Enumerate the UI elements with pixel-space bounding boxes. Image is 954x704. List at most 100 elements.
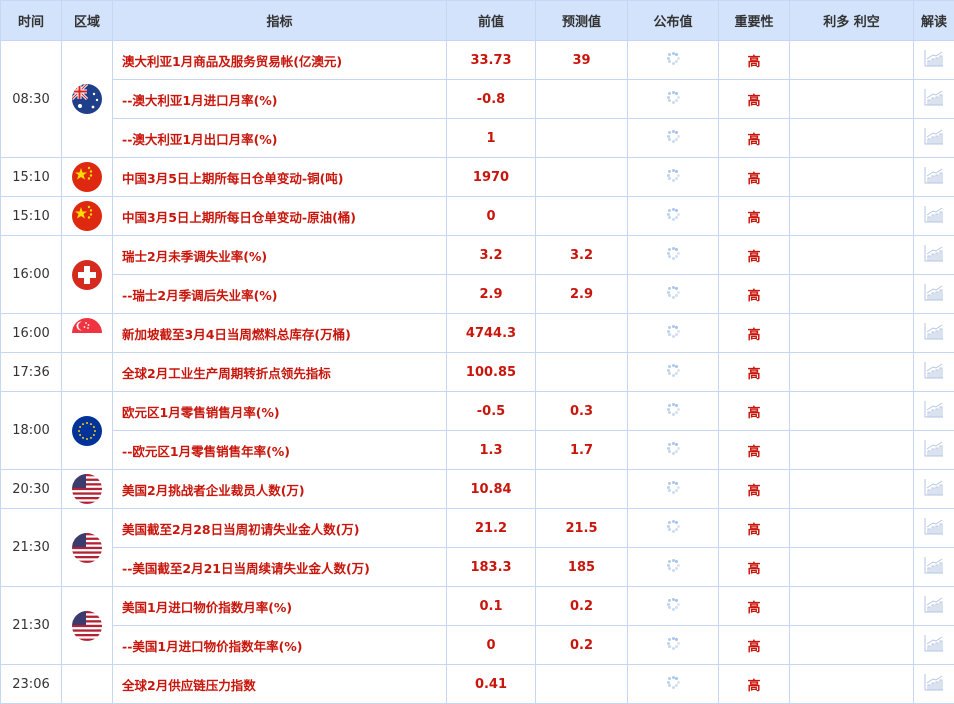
indicator-link[interactable]: 瑞士2月未季调失业率(%) [113, 236, 447, 275]
previous-value: 0.1 [447, 587, 536, 626]
analysis-cell[interactable] [914, 197, 954, 236]
analysis-cell[interactable] [914, 470, 954, 509]
analysis-chart-icon[interactable] [924, 673, 944, 691]
analysis-cell[interactable] [914, 80, 954, 119]
indicator-link[interactable]: 欧元区1月零售销售月率(%) [113, 392, 447, 431]
forecast-value: 3.2 [536, 236, 628, 275]
actual-value [628, 665, 719, 704]
header-region: 区域 [62, 1, 113, 41]
forecast-value: 2.9 [536, 275, 628, 314]
analysis-cell[interactable] [914, 665, 954, 704]
analysis-chart-icon[interactable] [924, 595, 944, 613]
analysis-cell[interactable] [914, 626, 954, 665]
indicator-link[interactable]: 美国2月挑战者企业裁员人数(万) [113, 470, 447, 509]
analysis-cell[interactable] [914, 41, 954, 80]
bias-cell [790, 353, 914, 392]
indicator-link[interactable]: 美国截至2月28日当周初请失业金人数(万) [113, 509, 447, 548]
indicator-link[interactable]: 新加坡截至3月4日当周燃料总库存(万桶) [113, 314, 447, 353]
previous-value: 100.85 [447, 353, 536, 392]
analysis-cell[interactable] [914, 158, 954, 197]
analysis-cell[interactable] [914, 392, 954, 431]
analysis-cell[interactable] [914, 548, 954, 587]
analysis-chart-icon[interactable] [924, 88, 944, 106]
actual-value [628, 431, 719, 470]
indicator-link[interactable]: --澳大利亚1月出口月率(%) [113, 119, 447, 158]
analysis-chart-icon[interactable] [924, 283, 944, 301]
analysis-cell[interactable] [914, 587, 954, 626]
analysis-cell[interactable] [914, 353, 954, 392]
loading-spinner-icon [666, 324, 680, 338]
analysis-chart-icon[interactable] [924, 127, 944, 145]
analysis-chart-icon[interactable] [924, 49, 944, 67]
indicator-link[interactable]: --美国截至2月21日当周续请失业金人数(万) [113, 548, 447, 587]
analysis-chart-icon[interactable] [924, 244, 944, 262]
importance: 高 [719, 665, 790, 704]
indicator-link[interactable]: 中国3月5日上期所每日仓单变动-原油(桶) [113, 197, 447, 236]
region-cell [62, 314, 113, 353]
analysis-chart-icon[interactable] [924, 322, 944, 340]
previous-value: 4744.3 [447, 314, 536, 353]
region-cell [62, 665, 113, 704]
usa-flag-icon [72, 611, 102, 641]
indicator-link[interactable]: --欧元区1月零售销售年率(%) [113, 431, 447, 470]
analysis-chart-icon[interactable] [924, 439, 944, 457]
forecast-value: 0.2 [536, 587, 628, 626]
analysis-cell[interactable] [914, 236, 954, 275]
analysis-cell[interactable] [914, 275, 954, 314]
loading-spinner-icon [666, 480, 680, 494]
singapore-flag-icon [72, 318, 102, 348]
analysis-cell[interactable] [914, 119, 954, 158]
analysis-chart-icon[interactable] [924, 205, 944, 223]
indicator-link[interactable]: --澳大利亚1月进口月率(%) [113, 80, 447, 119]
actual-value [628, 119, 719, 158]
analysis-cell[interactable] [914, 314, 954, 353]
loading-spinner-icon [666, 129, 680, 143]
analysis-chart-icon[interactable] [924, 634, 944, 652]
analysis-chart-icon[interactable] [924, 400, 944, 418]
actual-value [628, 236, 719, 275]
importance: 高 [719, 392, 790, 431]
indicator-link[interactable]: 中国3月5日上期所每日仓单变动-铜(吨) [113, 158, 447, 197]
region-cell [62, 353, 113, 392]
importance: 高 [719, 119, 790, 158]
header-actual: 公布值 [628, 1, 719, 41]
actual-value [628, 509, 719, 548]
analysis-chart-icon[interactable] [924, 517, 944, 535]
actual-value [628, 275, 719, 314]
analysis-cell[interactable] [914, 509, 954, 548]
indicator-link[interactable]: --瑞士2月季调后失业率(%) [113, 275, 447, 314]
forecast-value: 185 [536, 548, 628, 587]
indicator-link[interactable]: 美国1月进口物价指数月率(%) [113, 587, 447, 626]
indicator-link[interactable]: 全球2月工业生产周期转折点领先指标 [113, 353, 447, 392]
analysis-cell[interactable] [914, 431, 954, 470]
indicator-link[interactable]: --美国1月进口物价指数年率(%) [113, 626, 447, 665]
header-indicator: 指标 [113, 1, 447, 41]
analysis-chart-icon[interactable] [924, 361, 944, 379]
analysis-chart-icon[interactable] [924, 166, 944, 184]
loading-spinner-icon [666, 402, 680, 416]
header-previous: 前值 [447, 1, 536, 41]
indicator-link[interactable]: 全球2月供应链压力指数 [113, 665, 447, 704]
analysis-chart-icon[interactable] [924, 478, 944, 496]
bias-cell [790, 119, 914, 158]
analysis-chart-icon[interactable] [924, 556, 944, 574]
indicator-link[interactable]: 澳大利亚1月商品及服务贸易帐(亿澳元) [113, 41, 447, 80]
